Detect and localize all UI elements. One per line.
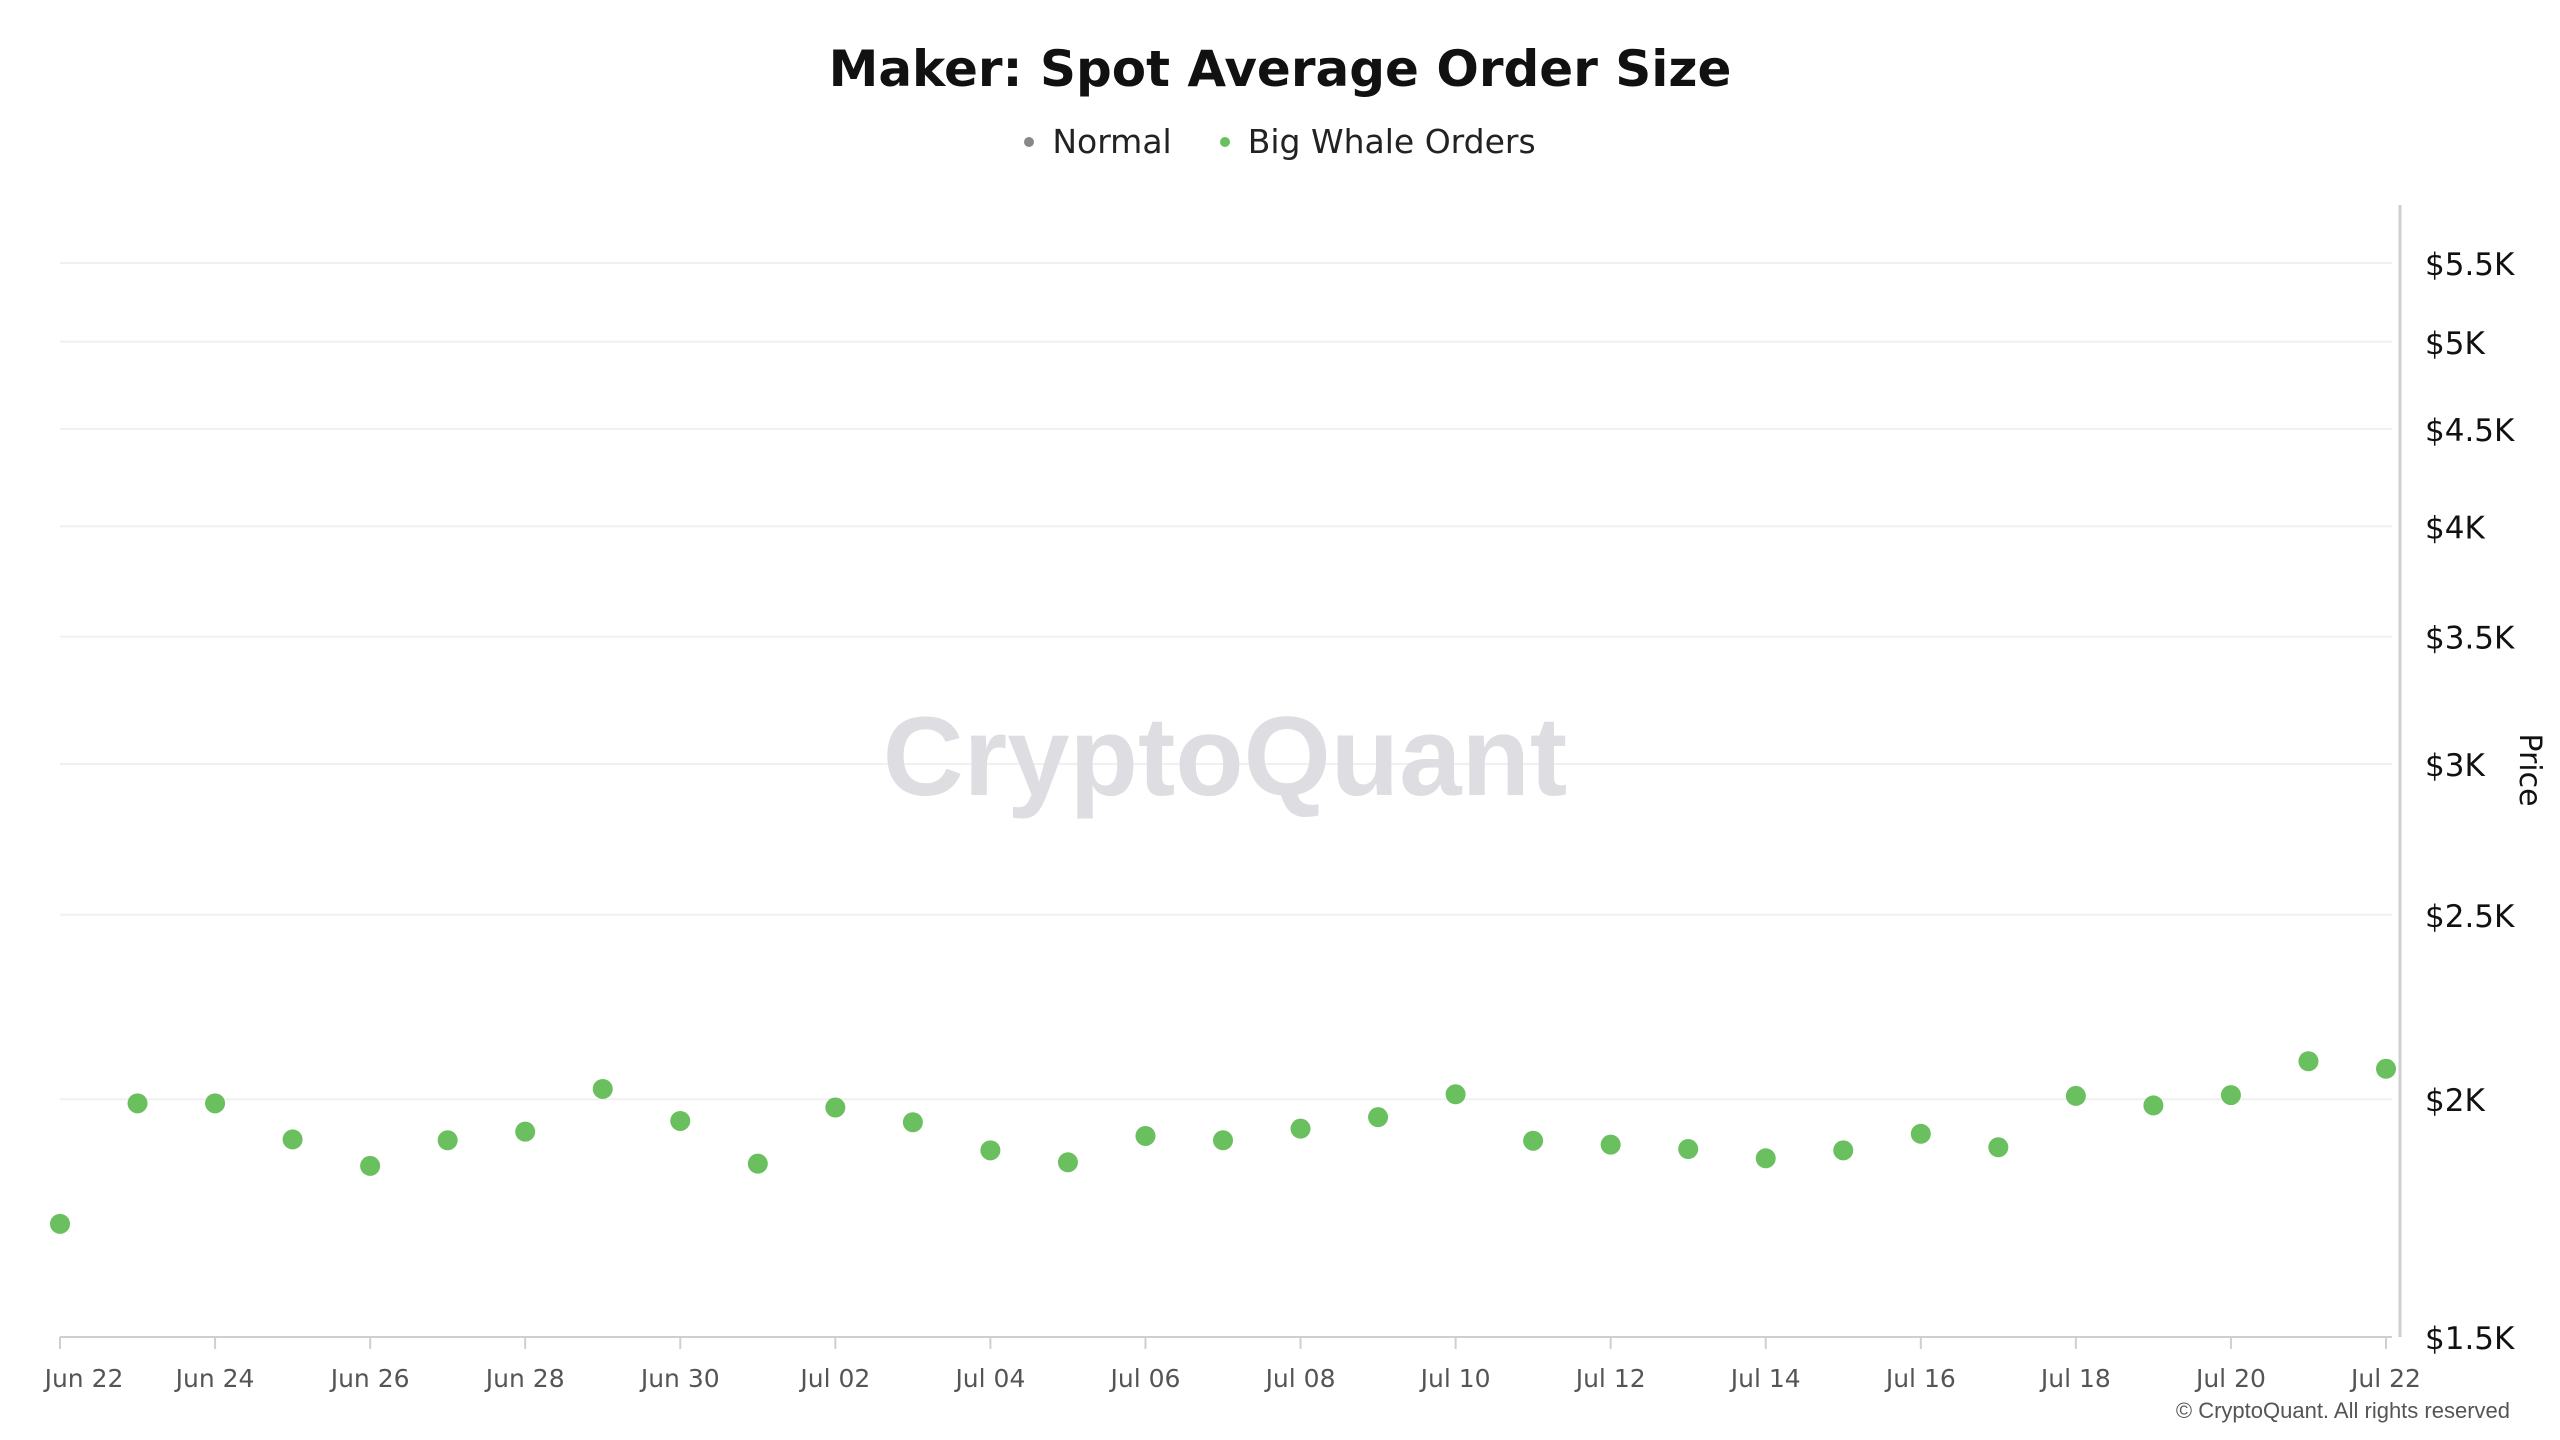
x-tick-label: Jun 28 [484,1364,565,1393]
x-tick-label: Jul 14 [1729,1364,1801,1393]
y-tick-label: $3K [2425,748,2485,784]
data-point[interactable] [50,1213,70,1234]
x-tick-label: Jul 02 [798,1364,870,1393]
watermark-logo: CryptoQuant [883,694,1567,819]
x-tick-label: Jul 12 [1574,1364,1646,1393]
data-point[interactable] [2220,1085,2241,1106]
data-point[interactable] [825,1097,846,1118]
data-point[interactable] [437,1130,458,1151]
data-point[interactable] [1600,1134,1621,1155]
x-tick-label: Jun 26 [329,1364,410,1393]
data-point[interactable] [127,1093,148,1114]
data-point[interactable] [2298,1051,2319,1072]
series-big-whale-orders [50,1051,2396,1234]
data-point[interactable] [1833,1140,1854,1161]
data-point[interactable] [1910,1123,1931,1144]
data-point[interactable] [592,1078,613,1099]
data-point[interactable] [1213,1130,1233,1151]
copyright-notice: © CryptoQuant. All rights reserved [2175,1398,2510,1423]
legend-item-big-whale-orders[interactable]: Big Whale Orders [1219,122,1536,161]
x-tick-label: Jul 20 [2194,1364,2266,1393]
data-point[interactable] [670,1110,691,1131]
data-point[interactable] [1368,1107,1389,1128]
y-tick-label: $3.5K [2425,621,2515,657]
data-point[interactable] [1755,1148,1776,1169]
chart-title: Maker: Spot Average Order Size [828,40,1732,98]
data-point[interactable] [980,1140,1001,1161]
x-tick-label: Jun 22 [43,1364,124,1393]
legend-label-big-whale-orders: Big Whale Orders [1247,122,1536,161]
data-point[interactable] [360,1155,381,1176]
y-tick-label: $5.5K [2425,247,2515,283]
x-tick-label: Jul 16 [1884,1364,1956,1393]
y-axis-title: Price [2512,733,2547,806]
y-tick-label: $4K [2425,510,2485,546]
x-axis-ticks: Jun 22 Jun 24 Jun 26 Jun 28 Jun 30 Jul 02 Jul … [43,1337,2421,1393]
data-point[interactable] [1290,1118,1311,1139]
y-tick-label: $1.5K [2425,1321,2515,1357]
legend-marker-normal [1024,136,1035,147]
data-point[interactable] [205,1093,226,1114]
x-tick-label: Jul 10 [1419,1364,1491,1393]
x-tick-label: Jun 24 [174,1364,255,1393]
data-point[interactable] [2065,1085,2086,1106]
x-tick-label: Jul 08 [1264,1364,1336,1393]
data-point[interactable] [1988,1137,2009,1158]
legend-item-normal[interactable]: Normal [1024,122,1172,161]
y-tick-label: $2K [2425,1083,2485,1119]
gridlines [60,262,2392,1101]
y-tick-label: $2.5K [2425,899,2515,935]
x-tick-label: Jun 30 [639,1364,720,1393]
y-tick-label: $4.5K [2425,413,2515,449]
x-tick-label: Jul 22 [2349,1364,2421,1393]
data-point[interactable] [1057,1152,1078,1173]
x-tick-label: Jul 06 [1109,1364,1181,1393]
x-tick-label: Jul 18 [2039,1364,2111,1393]
data-point[interactable] [1135,1125,1156,1146]
legend-marker-big-whale-orders [1219,136,1230,147]
data-point[interactable] [2143,1095,2164,1116]
x-tick-label: Jul 04 [953,1364,1025,1393]
data-point[interactable] [747,1153,768,1174]
data-point[interactable] [902,1112,923,1133]
data-point[interactable] [2376,1058,2396,1079]
legend: Normal Big Whale Orders [0,122,2560,161]
data-point[interactable] [1678,1139,1699,1160]
data-point[interactable] [515,1121,536,1142]
data-point[interactable] [1445,1084,1466,1105]
legend-label-normal: Normal [1052,122,1172,161]
y-axis-ticks: $1.5K $2K $2.5K $3K $3.5K $4K $4.5K $5K $5.5K [2425,247,2515,1357]
y-tick-label: $5K [2425,326,2485,362]
data-point[interactable] [282,1129,303,1150]
data-point[interactable] [1523,1130,1544,1151]
